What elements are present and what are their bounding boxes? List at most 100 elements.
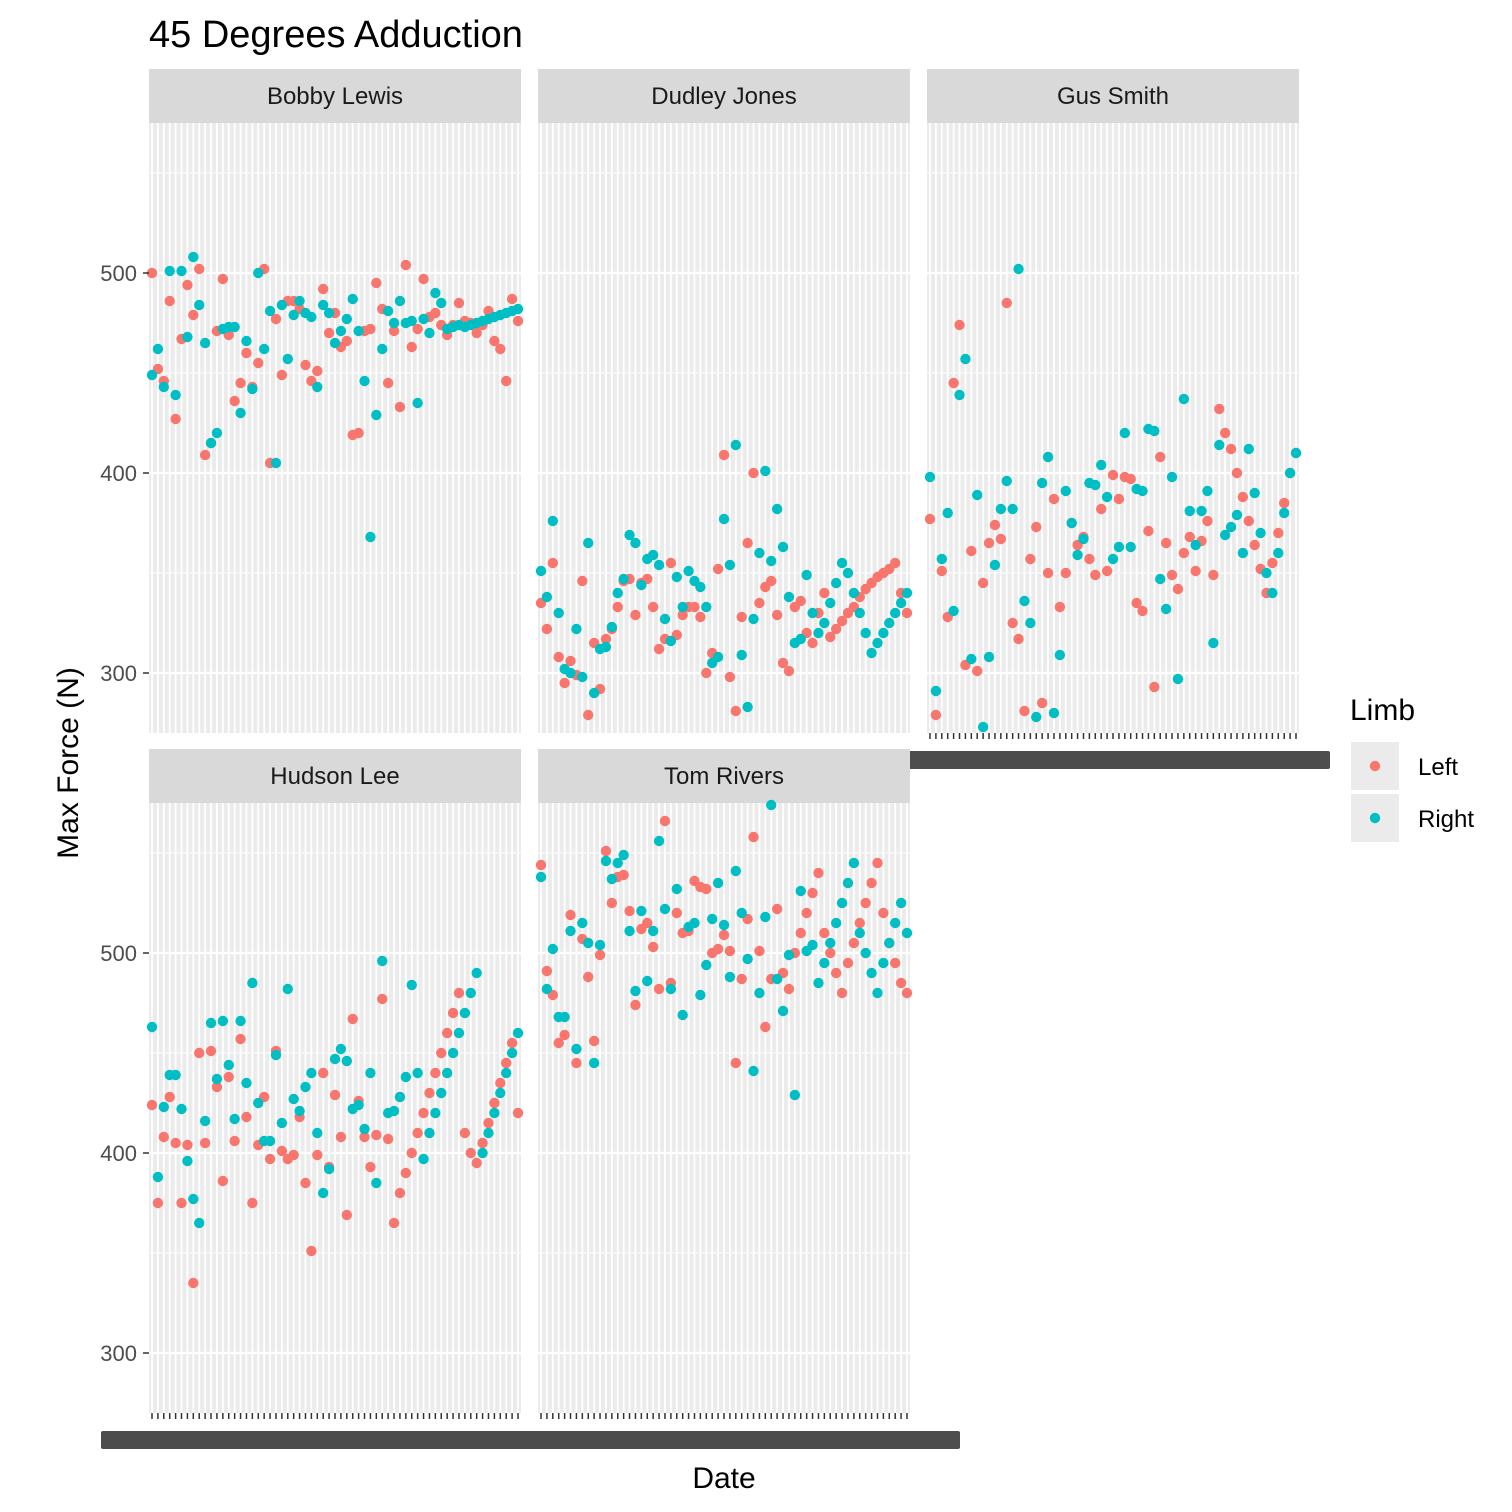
data-point	[535, 565, 547, 577]
data-point	[1090, 569, 1101, 581]
data-point	[618, 849, 629, 861]
data-point	[436, 297, 447, 309]
data-point	[1214, 403, 1225, 415]
data-point	[901, 607, 913, 619]
data-point	[406, 341, 417, 353]
data-point	[170, 1137, 181, 1149]
data-point	[264, 1135, 276, 1147]
data-point	[995, 503, 1007, 515]
data-point	[1255, 527, 1266, 539]
data-point	[559, 1029, 570, 1041]
data-point	[323, 307, 335, 319]
data-point	[983, 651, 995, 663]
data-point	[718, 449, 730, 461]
data-point	[671, 883, 682, 895]
data-point	[665, 557, 677, 569]
data-point	[647, 941, 659, 953]
facet-strip-label: Hudson Lee	[270, 763, 399, 790]
data-point	[577, 671, 588, 683]
data-point	[760, 911, 771, 923]
data-point	[547, 557, 559, 569]
data-point	[247, 977, 258, 989]
data-point	[1166, 569, 1178, 581]
data-point	[588, 1035, 600, 1047]
data-point	[630, 999, 641, 1011]
x-tick-labels-overprinted	[101, 1431, 571, 1449]
data-point	[418, 1107, 429, 1119]
data-point	[276, 1145, 288, 1157]
data-point	[506, 1047, 518, 1059]
data-point	[866, 647, 877, 659]
data-point	[783, 591, 795, 603]
data-point	[1190, 539, 1201, 551]
data-point	[164, 1091, 175, 1103]
data-point	[152, 1171, 164, 1183]
data-point	[624, 905, 635, 917]
data-point	[317, 283, 329, 295]
data-point	[1013, 633, 1024, 645]
data-point	[329, 1053, 341, 1065]
x-tick-labels-overprinted	[498, 1431, 960, 1449]
facet-panel: Hudson Lee 300 400 500	[100, 749, 571, 1449]
data-point	[1290, 447, 1302, 459]
data-point	[1013, 263, 1024, 275]
data-point	[1090, 479, 1101, 491]
data-point	[223, 1071, 234, 1083]
data-point	[895, 597, 907, 609]
data-point	[789, 1089, 801, 1101]
data-point	[671, 907, 682, 919]
data-point	[394, 1091, 406, 1103]
data-point	[1084, 553, 1095, 565]
data-point	[199, 449, 211, 461]
data-point	[1119, 427, 1131, 439]
data-point	[400, 259, 412, 271]
data-point	[223, 1059, 234, 1071]
data-point	[588, 687, 600, 699]
facet-strip-label: Tom Rivers	[664, 763, 784, 790]
data-point	[335, 1131, 347, 1143]
data-point	[158, 1131, 170, 1143]
data-point	[701, 883, 712, 895]
data-point	[394, 1187, 406, 1199]
data-point	[695, 989, 706, 1001]
data-point	[724, 971, 736, 983]
data-point	[754, 547, 765, 559]
data-point	[553, 607, 564, 619]
x-tick-labels-overprinted	[887, 751, 1330, 769]
data-point	[1054, 649, 1066, 661]
data-point	[188, 309, 199, 321]
data-point	[878, 957, 889, 969]
data-point	[1137, 485, 1148, 497]
data-point	[712, 651, 724, 663]
data-point	[930, 709, 942, 721]
data-point	[659, 815, 671, 827]
data-point	[247, 1197, 258, 1209]
data-point	[1190, 565, 1201, 577]
data-point	[430, 287, 441, 299]
data-point	[312, 381, 323, 393]
data-point	[1219, 529, 1231, 541]
data-point	[989, 559, 1001, 571]
data-point	[565, 667, 576, 679]
data-point	[819, 927, 830, 939]
data-point	[359, 1131, 370, 1143]
data-point	[235, 377, 246, 389]
facet-strip	[149, 69, 521, 123]
facet-panel: Bobby Lewis 300 400 500	[100, 69, 524, 733]
data-point	[942, 507, 953, 519]
data-point	[624, 529, 635, 541]
data-point	[647, 925, 659, 937]
data-point	[948, 377, 959, 389]
data-point	[347, 293, 358, 305]
data-point	[606, 621, 618, 633]
data-point	[653, 983, 665, 995]
data-point	[748, 1065, 759, 1077]
data-point	[182, 1155, 193, 1167]
data-point	[182, 279, 193, 291]
data-point	[866, 967, 877, 979]
data-point	[1107, 469, 1119, 481]
data-point	[842, 877, 854, 889]
data-point	[636, 905, 647, 917]
data-point	[1184, 531, 1195, 543]
data-point	[801, 907, 812, 919]
